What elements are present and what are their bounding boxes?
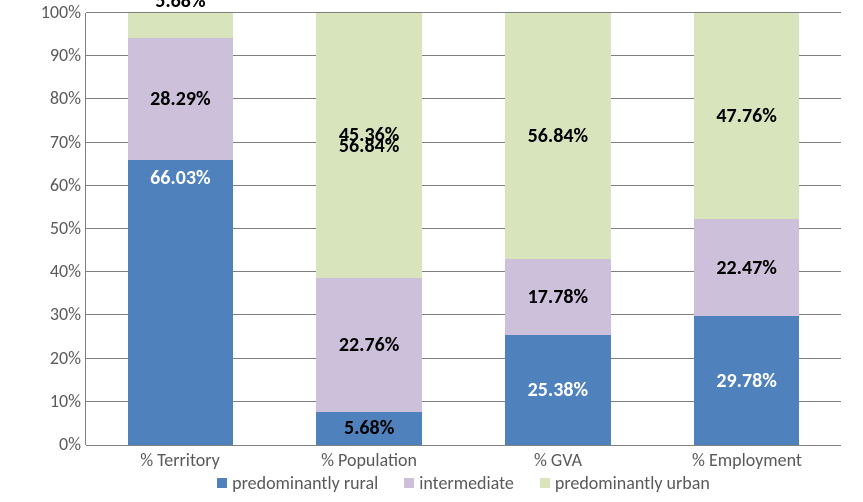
y-tick-80: 80%: [50, 87, 81, 109]
value-label: 5.68%: [344, 416, 394, 440]
legend: predominantly rural intermediate predomi…: [86, 472, 841, 494]
legend-label: predominantly urban: [555, 472, 710, 494]
bar-employment: 29.78% 22.47% 47.76%: [694, 13, 800, 445]
y-tick-60: 60%: [50, 174, 81, 196]
bar-population: 5.68% 22.76% 56.84% 45.36%: [316, 13, 422, 445]
seg-urban: 5.68%: [128, 13, 234, 38]
y-tick-20: 20%: [50, 346, 81, 368]
seg-intermediate: 17.78%: [505, 259, 611, 336]
value-label: 25.38%: [528, 378, 588, 402]
y-axis-line: [85, 13, 86, 445]
seg-urban: 56.84%: [505, 13, 611, 259]
legend-item-intermediate: intermediate: [404, 472, 514, 494]
value-label: 22.47%: [716, 256, 776, 280]
y-tick-40: 40%: [50, 260, 81, 282]
x-tick-territory: % Territory: [140, 449, 220, 471]
y-tick-90: 90%: [50, 44, 81, 66]
swatch-urban: [540, 478, 550, 488]
x-axis-line: [86, 445, 841, 446]
seg-intermediate: 22.47%: [694, 219, 800, 316]
seg-rural: 29.78%: [694, 316, 800, 445]
swatch-intermediate: [404, 478, 414, 488]
value-label: 45.36%: [339, 123, 399, 147]
legend-item-urban: predominantly urban: [540, 472, 710, 494]
x-tick-population: % Population: [321, 449, 417, 471]
y-tick-100: 100%: [41, 1, 81, 23]
value-label: 28.29%: [150, 87, 210, 111]
seg-rural: 5.68%: [316, 412, 422, 445]
legend-label: intermediate: [419, 472, 514, 494]
seg-urban: 47.76%: [694, 13, 800, 219]
value-label: 66.03%: [150, 166, 210, 190]
legend-label: predominantly rural: [232, 472, 378, 494]
seg-rural: 66.03%: [128, 160, 234, 445]
bar-gva: 25.38% 17.78% 56.84%: [505, 13, 611, 445]
x-tick-employment: % Employment: [692, 449, 802, 471]
swatch-rural: [217, 478, 227, 488]
stacked-bar-chart: 0% 10% 20% 30% 40% 50% 60% 70% 80% 90% 1…: [10, 5, 853, 497]
seg-rural: 25.38%: [505, 335, 611, 445]
legend-item-rural: predominantly rural: [217, 472, 378, 494]
y-tick-10: 10%: [50, 390, 81, 412]
y-tick-70: 70%: [50, 130, 81, 152]
value-label: 56.84%: [528, 124, 588, 148]
x-tick-gva: % GVA: [534, 449, 582, 471]
value-label: 5.68%: [155, 0, 205, 13]
y-tick-50: 50%: [50, 217, 81, 239]
y-tick-0: 0%: [59, 433, 81, 455]
value-label: 17.78%: [528, 285, 588, 309]
value-label: 29.78%: [716, 369, 776, 393]
seg-intermediate: 28.29%: [128, 38, 234, 160]
y-tick-30: 30%: [50, 303, 81, 325]
plot-area: 66.03% 28.29% 5.68% 5.68% 22.76% 56.84% …: [86, 13, 841, 445]
bar-territory: 66.03% 28.29% 5.68%: [128, 13, 234, 445]
value-label: 22.76%: [339, 333, 399, 357]
seg-intermediate: 22.76%: [316, 278, 422, 411]
value-label: 47.76%: [716, 104, 776, 128]
